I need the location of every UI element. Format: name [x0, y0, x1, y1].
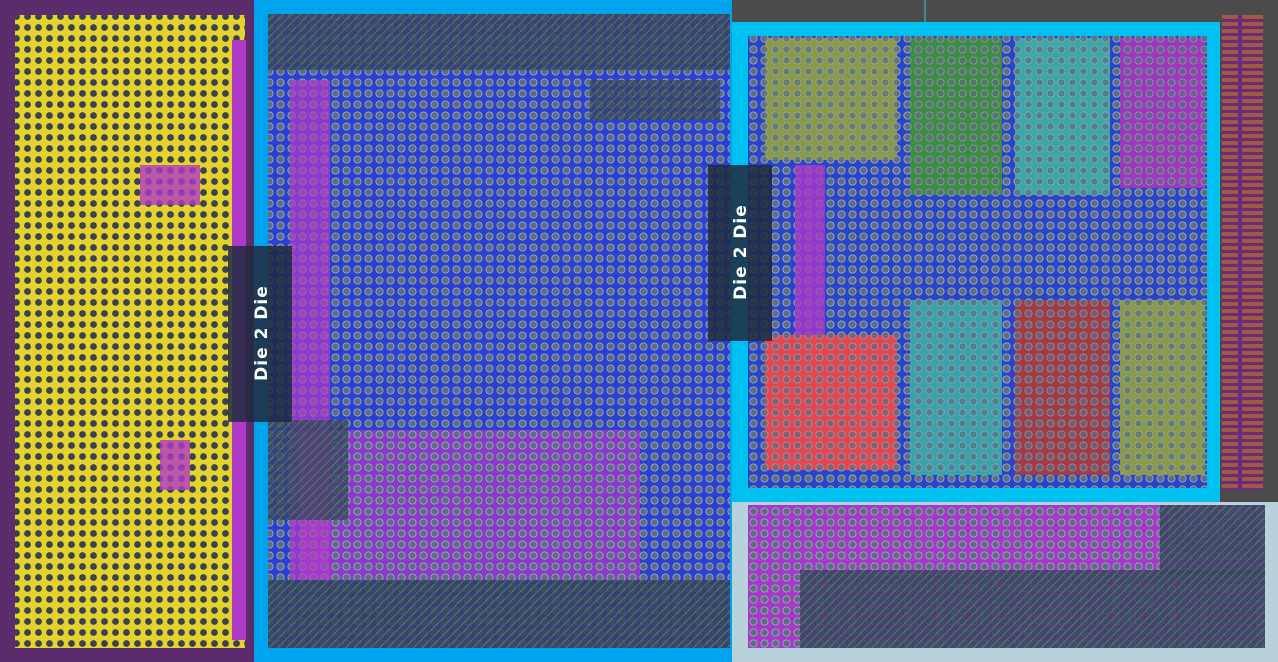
cyan-die [732, 22, 1220, 502]
bottom-right-region [732, 502, 1278, 662]
right-strip [1220, 15, 1278, 503]
label-text: Die 2 Die [731, 204, 751, 300]
die-label: Die 2 Die [708, 165, 772, 341]
left-region [0, 0, 254, 662]
blue-die [254, 0, 732, 662]
label-box [228, 246, 292, 422]
die-label: Die 2 Die [228, 246, 292, 422]
label-box [708, 165, 772, 341]
label-text: Die 2 Die [252, 285, 272, 381]
top-bar [732, 0, 1278, 22]
